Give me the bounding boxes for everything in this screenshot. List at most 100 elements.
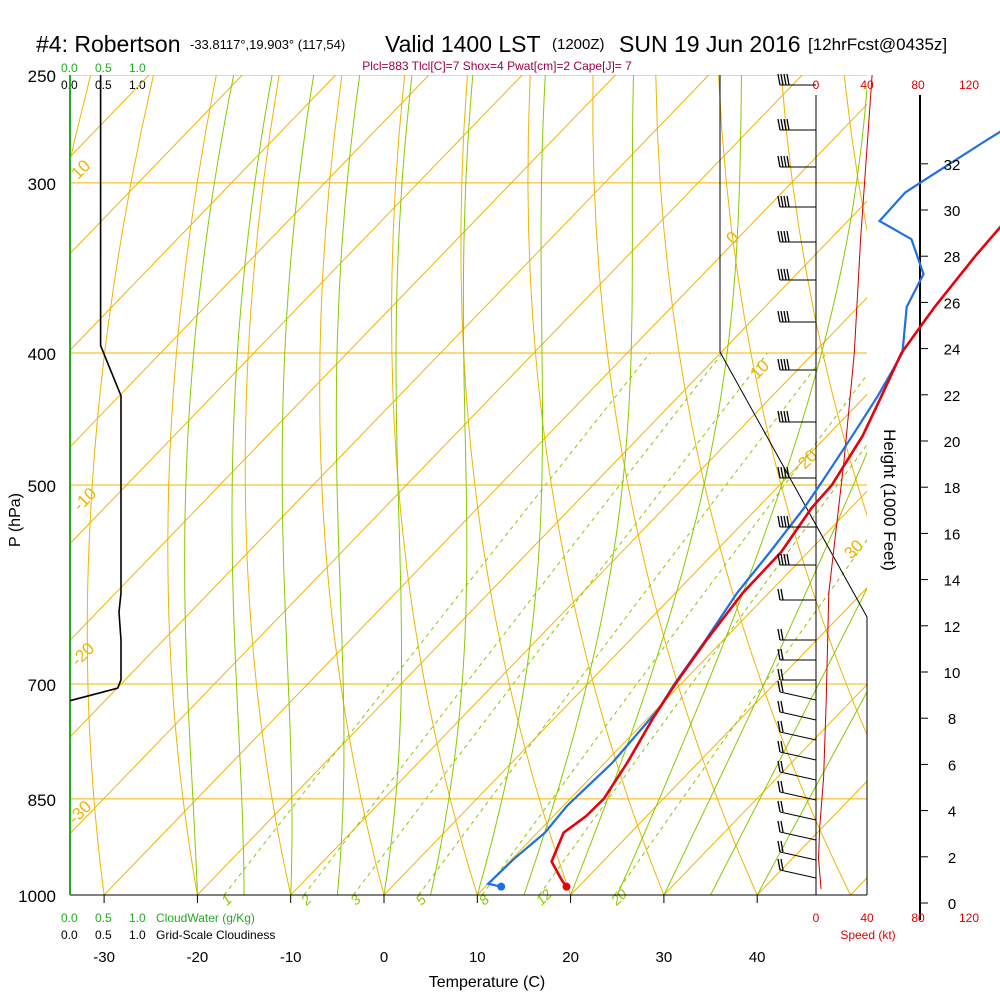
isotherm-line xyxy=(290,297,867,895)
background-lines xyxy=(70,75,867,895)
wind-barb-feather xyxy=(780,268,784,281)
wind-barb-feather xyxy=(780,700,784,713)
dry-adiabat xyxy=(390,75,478,895)
wind-barb-staff xyxy=(779,811,817,821)
moist-adiabat xyxy=(383,75,413,895)
isotherm-line xyxy=(383,393,867,895)
plot-frame xyxy=(69,75,921,920)
top-cloudiness-tick: 1.0 xyxy=(129,78,146,92)
height-tick-label: 20 xyxy=(944,434,961,451)
wind-barb-feather xyxy=(786,230,790,243)
wind-barbs xyxy=(777,73,817,879)
wind-barb-feather xyxy=(783,358,787,371)
wind-barb-feather xyxy=(780,466,784,479)
bottom-cloudwater-tick: 0.5 xyxy=(95,911,112,925)
bottom-cloudiness-label: Grid-Scale Cloudiness xyxy=(156,928,275,942)
forecast-date: SUN 19 Jun 2016 xyxy=(619,31,801,57)
wind-barb-feather xyxy=(777,858,781,871)
wind-barb-feather xyxy=(783,230,787,243)
dewpoint-line xyxy=(485,130,1000,888)
pressure-tick-label: 400 xyxy=(28,345,56,364)
top-cloudwater-tick: 0.0 xyxy=(61,61,78,75)
moist-adiabat xyxy=(231,75,273,895)
dry-adiabat xyxy=(527,75,665,895)
moist-adiabat xyxy=(616,82,867,895)
wind-barb-feather xyxy=(780,780,784,793)
height-tick-label: 32 xyxy=(944,157,961,174)
wind-barb-feather xyxy=(783,118,787,131)
wind-barb-feather xyxy=(786,73,790,86)
wind-barb-feather xyxy=(786,410,790,423)
wind-barb-feather xyxy=(777,800,781,813)
x-axis-label: Temperature (C) xyxy=(429,974,545,991)
pressure-tick-label: 850 xyxy=(28,791,56,810)
height-tick-label: 2 xyxy=(948,850,956,867)
wind-barb-feather xyxy=(786,310,790,323)
isotherm-line xyxy=(70,75,336,351)
wind-barb-feather xyxy=(780,588,784,601)
isotherm-line xyxy=(197,200,867,895)
isotherm-line xyxy=(70,75,710,738)
bottom-speed-scale: 0 40 80 120 Speed (kt) xyxy=(813,911,980,942)
top-cloudiness-tick: 0.5 xyxy=(95,78,112,92)
valid-time: Valid 1400 LST xyxy=(385,31,541,57)
dry-adiabat xyxy=(655,75,851,895)
height-tick-label: 26 xyxy=(944,295,961,312)
wind-barb-feather xyxy=(777,820,781,833)
wind-barb-feather xyxy=(777,155,781,168)
wind-barb-feather xyxy=(780,230,784,243)
wind-barb-staff xyxy=(779,831,817,841)
wind-barb-staff xyxy=(779,851,817,861)
bottom-cloudwater-scale: 0.0 0.5 1.0 CloudWater (g/Kg) xyxy=(61,911,255,925)
bottom-speed-tick: 40 xyxy=(860,911,874,925)
bottom-speed-tick: 120 xyxy=(959,911,979,925)
x-tick-label: 10 xyxy=(469,949,486,966)
x-tick-label: -30 xyxy=(93,949,115,966)
wind-barb-staff xyxy=(779,731,817,741)
x-tick-label: -10 xyxy=(280,949,302,966)
temperature-trace xyxy=(550,225,1000,891)
wind-barb-feather xyxy=(783,410,787,423)
pressure-axis-ticks: 250 300 400 500 700 850 1000 xyxy=(18,67,56,906)
station-title: #4: Robertson xyxy=(36,31,180,57)
isotherm-line xyxy=(70,75,803,835)
isotherm-line xyxy=(70,75,523,545)
height-axis-label: Height (1000 Feet) xyxy=(880,429,899,571)
wind-barb-feather xyxy=(777,680,781,693)
height-tick-label: 24 xyxy=(944,342,961,359)
wind-barb-feather xyxy=(777,410,781,423)
wind-barb-feather xyxy=(780,760,784,773)
mixing-ratio-line xyxy=(352,352,768,895)
wind-speed-trace xyxy=(817,74,873,890)
station-coords: -33.8117°,19.903° (117,54) xyxy=(190,37,345,52)
top-speed-scale: 0 40 80 120 xyxy=(813,78,980,92)
dewpoint-trace xyxy=(485,130,1000,891)
indices-line: Plcl=883 Tlcl[C]=7 Shox=4 Pwat[cm]=2 Cap… xyxy=(362,59,632,73)
height-tick-label: 28 xyxy=(944,249,961,266)
wind-barb-feather xyxy=(780,720,784,733)
wind-barb-staff xyxy=(779,711,817,721)
bottom-speed-label: Speed (kt) xyxy=(840,928,895,942)
temperature-line xyxy=(550,225,1000,888)
wind-barb-feather xyxy=(783,73,787,86)
wind-barb-feather xyxy=(780,118,784,131)
wind-barb-staff xyxy=(779,751,817,761)
wind-barb-feather xyxy=(777,230,781,243)
wind-barb-staff xyxy=(779,691,817,701)
wind-barb-feather xyxy=(783,268,787,281)
wind-barb-feather xyxy=(777,515,781,528)
wind-barb-feather xyxy=(783,155,787,168)
wind-barb-feather xyxy=(777,628,781,641)
wind-barb-feather xyxy=(777,720,781,733)
wind-barb-feather xyxy=(780,358,784,371)
dry-adiabat xyxy=(718,75,867,737)
wind-barb-feather xyxy=(777,466,781,479)
wind-barb-feather xyxy=(780,628,784,641)
moist-adiabat xyxy=(570,75,742,895)
dry-adiabat xyxy=(592,75,758,895)
height-tick-label: 18 xyxy=(944,480,961,497)
wind-barb-feather xyxy=(780,515,784,528)
wind-barb-feather xyxy=(780,680,784,693)
moist-adiabat xyxy=(281,75,315,895)
